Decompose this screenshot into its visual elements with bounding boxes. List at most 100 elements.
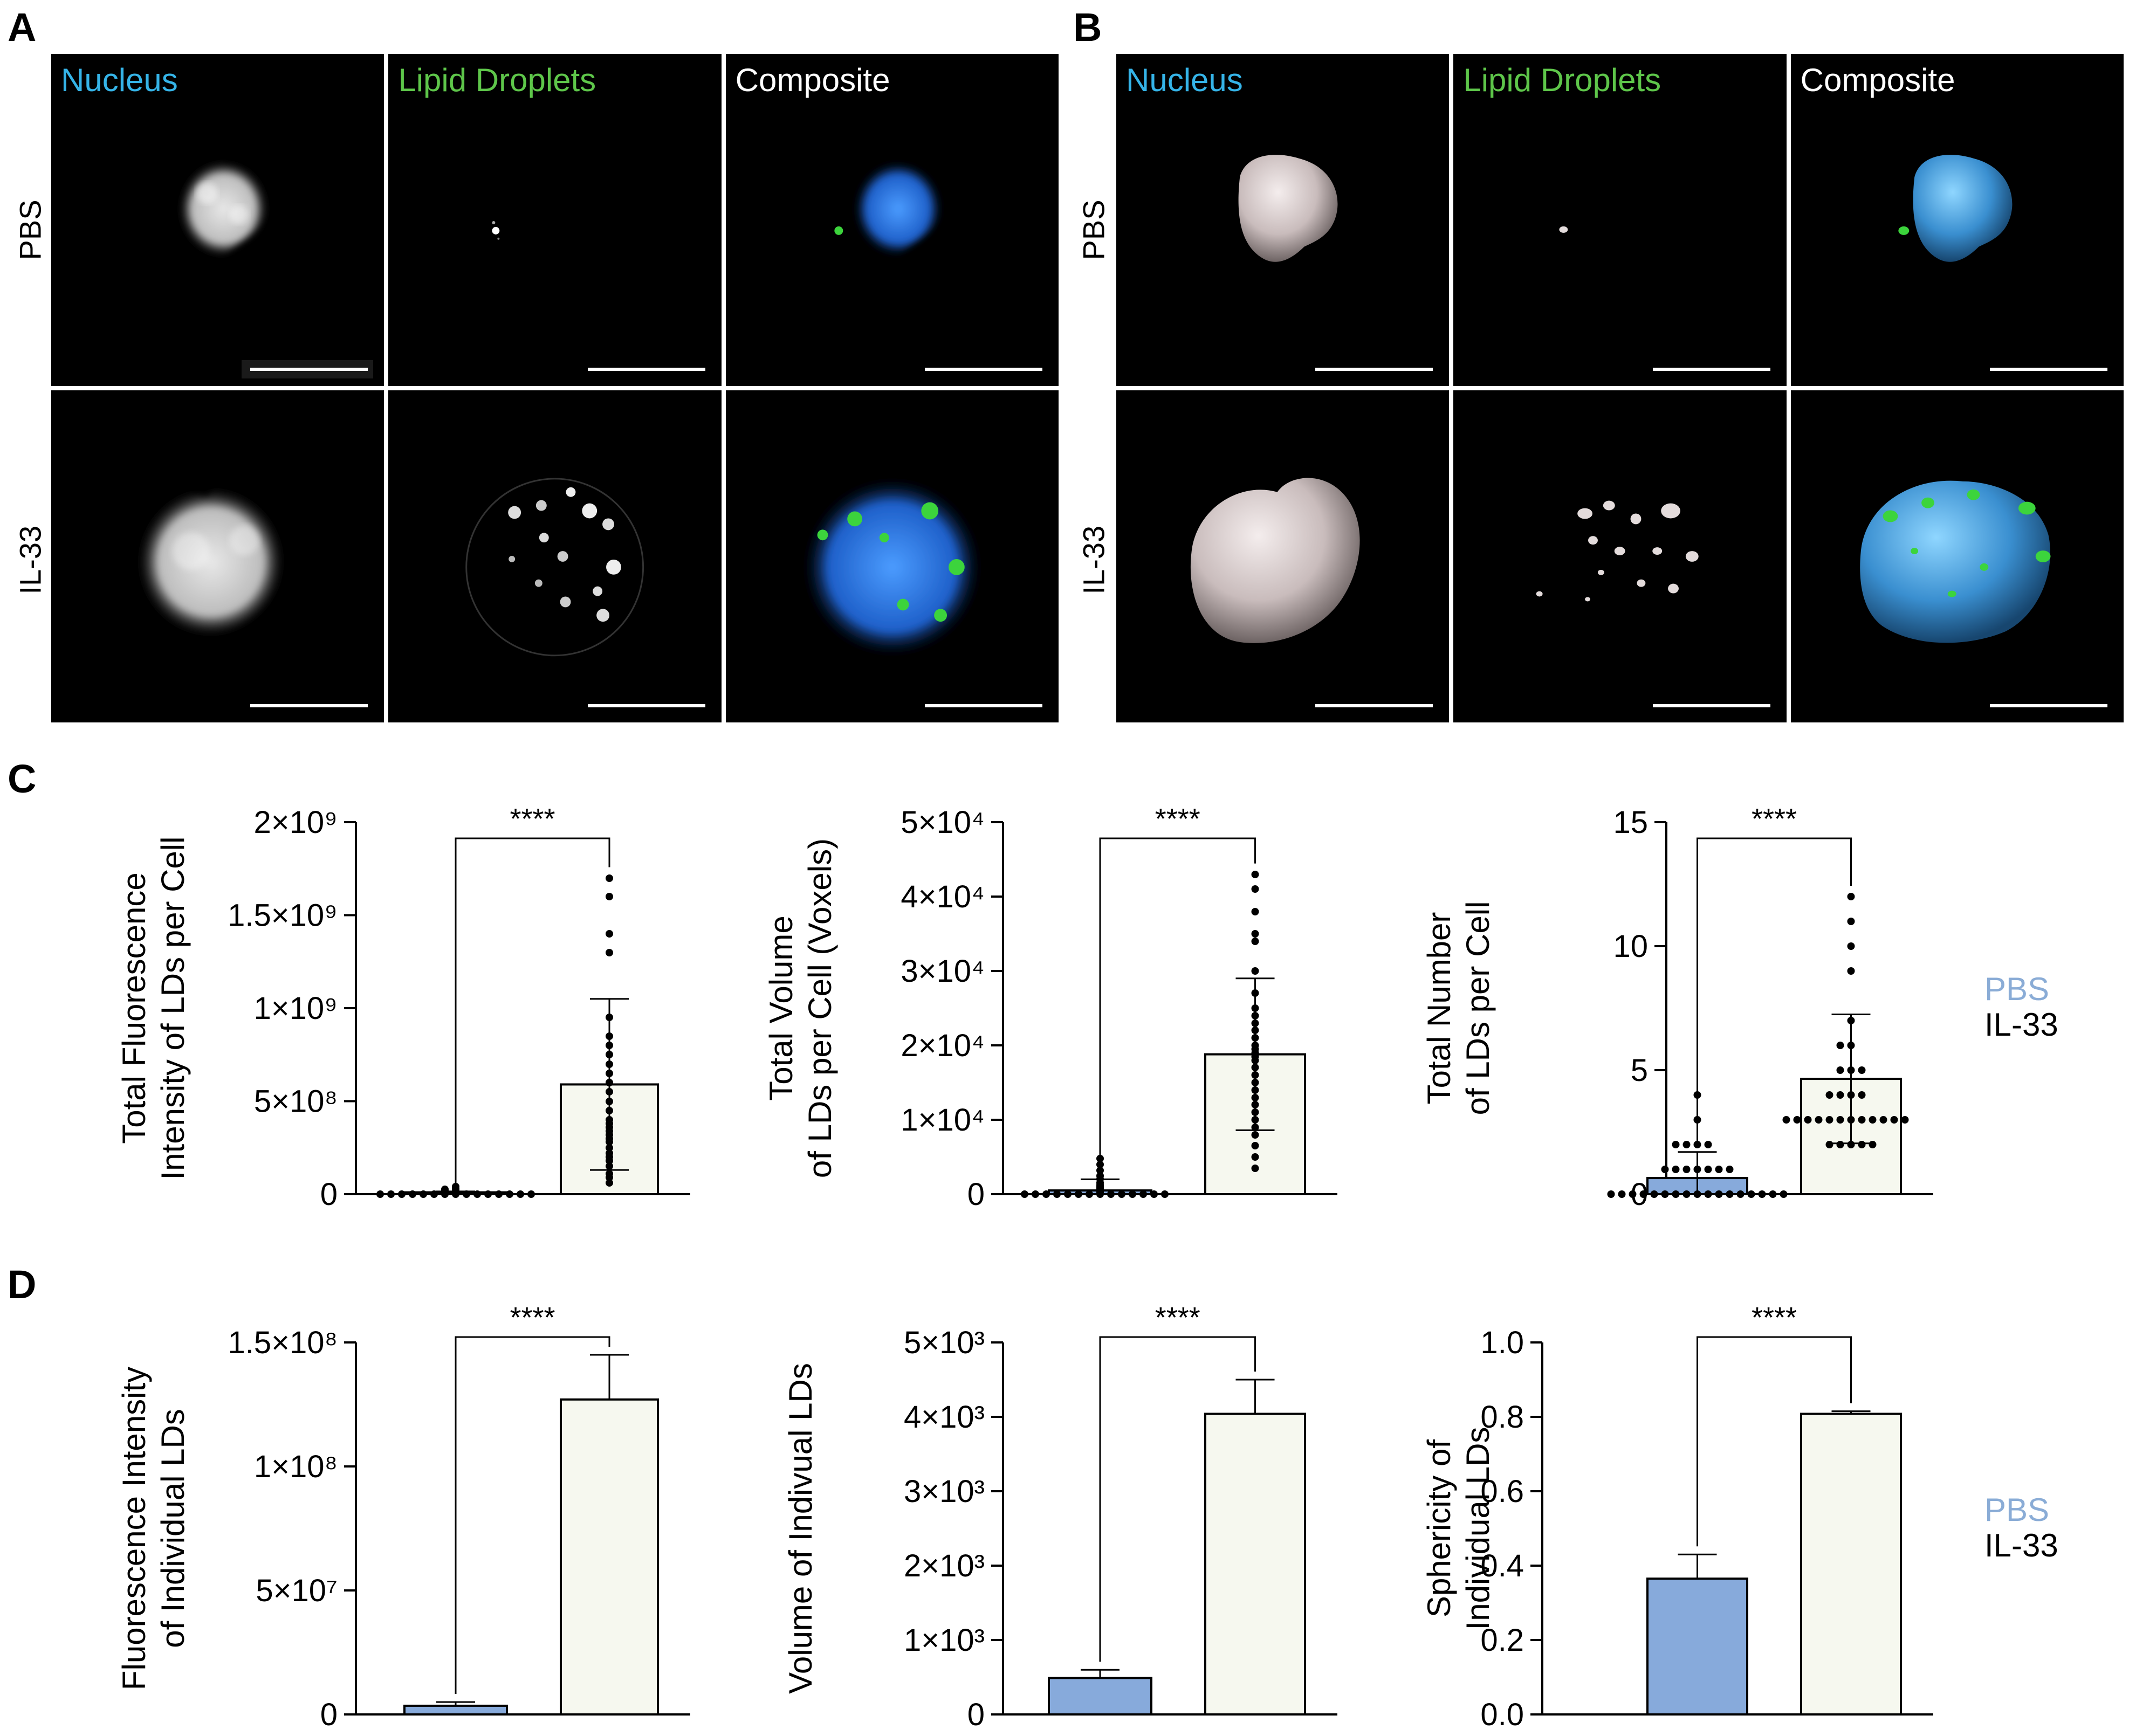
data-point-il-33 (1847, 893, 1855, 900)
data-point-il-33 (1251, 1019, 1259, 1027)
data-point-il-33 (1836, 1091, 1844, 1099)
data-point-pbs (1607, 1190, 1615, 1198)
data-point-pbs (517, 1190, 524, 1198)
legend-il33-d: IL-33 (1984, 1527, 2058, 1563)
bar-il-33 (1800, 1413, 1902, 1716)
data-point-il-33 (1858, 1116, 1866, 1124)
data-point-il-33 (1251, 967, 1259, 975)
data-point-pbs (452, 1183, 459, 1190)
data-point-pbs (1726, 1166, 1734, 1173)
data-point-pbs (1704, 1190, 1712, 1198)
panel-a-image-grid: Nucleus Lipid Droplets Composite (51, 54, 1059, 722)
data-point-il-33 (1836, 1066, 1844, 1074)
tile-a-pbs-nucleus: Nucleus (51, 54, 384, 386)
data-point-pbs (1672, 1166, 1680, 1173)
scalebar (587, 704, 705, 707)
y-tick-label-d2: 2×10³ (904, 1548, 985, 1583)
data-point-pbs (1758, 1190, 1766, 1198)
bar-il-33 (1204, 1413, 1306, 1716)
y-axis-label-c2: Total Volume (763, 915, 799, 1101)
y-tick-label-d1: 1×10⁸ (254, 1449, 338, 1484)
data-point-pbs (409, 1190, 416, 1198)
data-point-pbs (463, 1190, 470, 1198)
y-tick-label-d1: 0 (320, 1697, 338, 1732)
y-tick-label-d3: 0.0 (1480, 1697, 1524, 1732)
data-point-pbs (1780, 1190, 1788, 1198)
y-tick-label-d2: 1×10³ (904, 1623, 985, 1658)
scalebar (1315, 368, 1433, 371)
tile-b-il33-nucleus (1116, 390, 1450, 722)
data-point-pbs (1118, 1190, 1125, 1198)
data-point-pbs (1693, 1166, 1701, 1173)
y-tick-label-c1: 2×10⁹ (254, 805, 338, 840)
y-axis-label-c3: Total Number (1421, 912, 1457, 1105)
panel-label-c: C (8, 756, 37, 801)
data-point-pbs (441, 1186, 449, 1193)
significance-label-c1: **** (510, 803, 555, 835)
data-point-il-33 (1251, 1101, 1259, 1108)
y-tick-label-d2: 5×10³ (904, 1325, 985, 1360)
lipid-droplet-render (1559, 226, 1568, 233)
composite-image (801, 476, 984, 658)
data-point-il-33 (1251, 1108, 1259, 1116)
bar-il-33 (560, 1398, 659, 1716)
data-point-pbs (1704, 1141, 1712, 1148)
scalebar (1652, 368, 1770, 371)
y-axis-label-d2: Volume of Indivual LDs (782, 1363, 819, 1694)
data-point-il-33 (1782, 1116, 1790, 1124)
data-point-pbs (1715, 1190, 1723, 1198)
data-point-il-33 (1251, 1086, 1259, 1094)
data-point-il-33 (606, 1014, 613, 1021)
data-point-pbs (1618, 1190, 1626, 1198)
nucleus-render (1238, 155, 1338, 262)
data-point-il-33 (1847, 967, 1855, 975)
tile-b-pbs-nucleus: Nucleus (1116, 54, 1450, 386)
panel-label-d: D (8, 1262, 37, 1307)
data-point-il-33 (1847, 918, 1855, 925)
lipid-droplet-render (1536, 500, 1699, 602)
data-point-pbs (376, 1190, 384, 1198)
data-point-il-33 (606, 1098, 613, 1105)
data-point-il-33 (606, 1070, 613, 1077)
data-point-il-33 (1869, 1116, 1877, 1124)
data-point-pbs (1032, 1190, 1039, 1198)
tile-a-il33-nucleus (51, 390, 384, 722)
y-axis-label-d1: of Individual LDs (155, 1409, 191, 1648)
data-point-il-33 (1804, 1116, 1812, 1124)
bar-pbs (403, 1704, 508, 1716)
significance-label-d2: **** (1155, 1301, 1200, 1334)
data-point-il-33 (1251, 1064, 1259, 1071)
significance-label-d3: **** (1752, 1301, 1797, 1334)
bar-pbs (1048, 1677, 1152, 1716)
panel-label-b: B (1073, 5, 1102, 50)
panel-label-a: A (8, 5, 37, 50)
y-tick-label-d2: 0 (967, 1697, 985, 1732)
data-point-il-33 (606, 1088, 613, 1096)
data-point-il-33 (1251, 1042, 1259, 1049)
data-point-pbs (473, 1190, 481, 1198)
y-axis-label-c1: Intensity of LDs per Cell (155, 837, 191, 1180)
data-point-il-33 (1815, 1116, 1823, 1124)
data-point-il-33 (1858, 1091, 1866, 1099)
y-tick-label-c2: 0 (967, 1177, 985, 1212)
y-tick-label-d3: 0.8 (1480, 1400, 1524, 1435)
y-tick-label-d1: 5×10⁷ (256, 1573, 338, 1608)
data-point-il-33 (606, 1042, 613, 1049)
scalebar (924, 368, 1042, 371)
composite-image (834, 160, 943, 258)
tile-b-pbs-composite: Composite (1790, 54, 2124, 386)
data-point-pbs (1139, 1190, 1147, 1198)
data-point-il-33 (1251, 1034, 1259, 1042)
y-tick-label-d1: 1.5×10⁸ (228, 1325, 338, 1360)
significance-bracket-c2 (1099, 837, 1256, 1172)
data-point-pbs (1629, 1190, 1637, 1198)
data-point-il-33 (1251, 930, 1259, 938)
y-axis-label-c1: Total Fluorescence (116, 872, 152, 1144)
data-point-pbs (495, 1190, 503, 1198)
significance-bracket-d3 (1697, 1336, 1852, 1547)
data-point-pbs (1682, 1166, 1691, 1173)
y-axis-label-c3: of LDs per Cell (1460, 901, 1496, 1115)
data-point-pbs (484, 1190, 492, 1198)
y-tick-label-d3: 1.0 (1480, 1325, 1524, 1360)
